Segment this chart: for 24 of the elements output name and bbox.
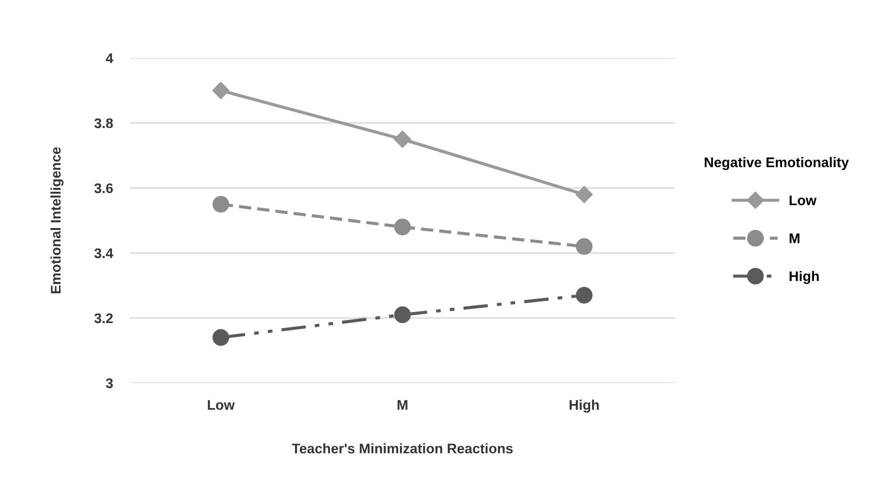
point [394,306,411,324]
x-tick-label: Low [208,400,235,410]
point [212,82,230,100]
y-tick-label: 3.8 [94,118,113,128]
y-axis-title: Emotional Intelligence [50,147,64,294]
legend-label: High [790,270,819,284]
point [212,329,230,346]
point [576,186,593,204]
legend-label: Low [790,196,817,206]
legend-label: M [790,234,800,244]
x-tick-label: M [398,400,408,410]
y-tick-label: 3.2 [94,313,113,324]
y-tick-label: 3 [106,378,113,388]
x-axis-title: Teacher's Minimization Reactions [292,443,513,454]
y-tick-label: 4 [106,53,114,64]
point [212,196,230,213]
legend-title: Negative Emotionality [704,157,849,170]
x-tick-label: High [570,400,599,413]
y-tick-label: 3.6 [94,183,113,194]
point [576,286,592,304]
point [394,130,412,148]
y-tick-label: 3.4 [94,248,114,258]
point [394,218,411,236]
point [576,238,592,255]
